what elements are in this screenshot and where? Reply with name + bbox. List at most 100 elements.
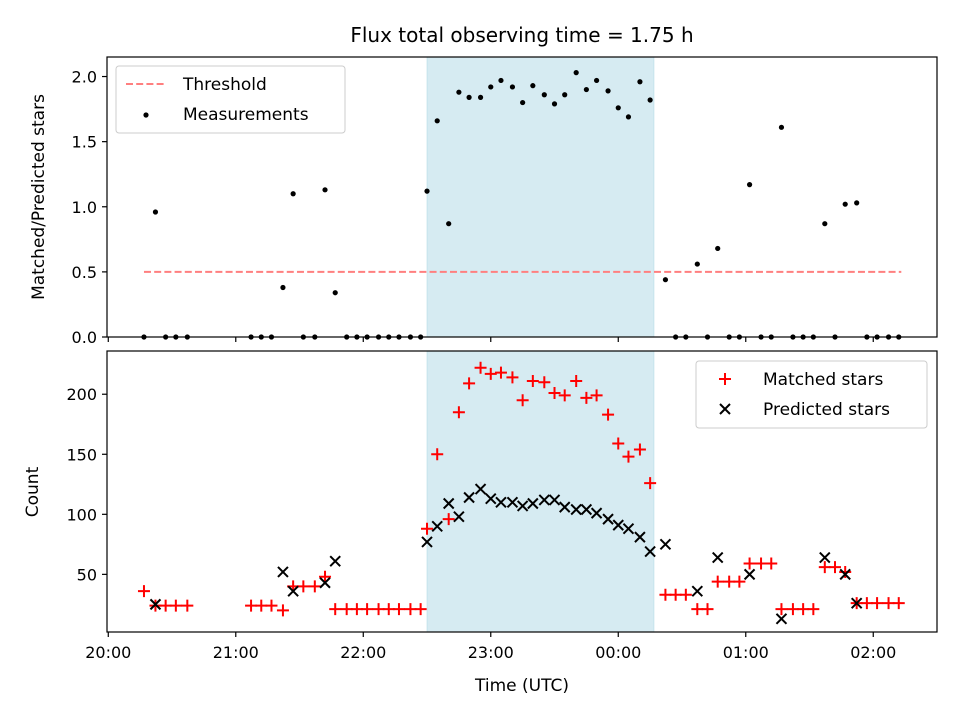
measurement-point [854,200,860,206]
bottom-y-tick-label: 100 [66,505,97,524]
measurement-point [434,118,440,124]
measurement-point [605,88,611,94]
matched-star-point [644,477,657,490]
measurement-point [662,277,669,283]
predicted-star-point [277,566,289,578]
matched-star-point [245,599,258,612]
predicted-star-point [612,519,624,531]
matched-star-point [701,603,714,616]
measurement-point [647,97,653,103]
matched-star-point [404,603,417,616]
measurement-point [573,70,579,76]
predicted-star-point [659,538,672,551]
top-legend-box [115,65,346,134]
predicted-star-point [516,500,529,512]
measurement-point [446,221,452,227]
top-panel: 0.00.51.01.52.0 Matched/Predicted stars … [29,56,938,347]
matched-star-point [612,437,625,450]
predicted-star-point [442,497,455,510]
matched-star-point [329,603,342,616]
measurement-point [509,84,516,90]
top-y-tick-label: 1.5 [72,133,97,152]
measurement-point [152,209,159,215]
matched-star-point [276,604,289,617]
matched-star-point [669,588,682,601]
predicted-star-point [329,555,341,567]
x-tick-label: 23:00 [468,643,514,662]
matched-star-point [786,603,799,616]
matched-star-point [871,597,884,610]
predicted-star-point [691,585,704,597]
measurement-point [562,92,568,98]
top-x-ticks [107,337,874,342]
bottom-frame [106,350,938,633]
matched-star-point [494,366,507,379]
legend-predicted-swatch [719,403,731,415]
top-y-tick-label: 0.0 [72,328,97,347]
legend-matched-label: Matched stars [763,370,883,390]
predicted-star-point [590,507,603,519]
measurement-point [332,290,338,296]
x-tick-label: 00:00 [595,643,641,662]
x-tick-label: 21:00 [213,643,259,662]
top-legend: Threshold Measurements [115,65,346,134]
matched-star-point [414,603,427,616]
matched-star-point [775,603,788,616]
predicted-star-point [485,492,497,505]
matched-star-point [860,597,873,610]
measurement-point [456,89,462,95]
matched-star-point [431,448,444,461]
matched-star-point [558,389,571,402]
predicted-star-point [548,494,561,506]
predicted-star-point [743,568,756,581]
matched-star-point [137,585,150,598]
matched-star-point [570,375,583,388]
matched-star-point [255,599,268,612]
top-shaded-span [426,56,655,338]
legend-predicted-label: Predicted stars [763,400,890,420]
matched-star-point [691,603,704,616]
predicted-star-point [538,494,551,506]
predicted-star-point [775,613,788,625]
predicted-star-point [850,597,863,609]
predicted-star-point [421,536,433,548]
matched-star-point [892,597,905,610]
top-y-tick-label: 0.5 [72,263,97,282]
bottom-y-tick-label: 200 [66,385,97,404]
measurement-point [822,221,828,227]
matched-star-point [526,375,539,388]
predicted-star-point [453,511,465,523]
measurement-point [551,101,558,107]
matched-star-point [818,561,831,574]
matched-star-point [319,570,332,583]
predicted-star-point [527,497,539,510]
matched-star-point [807,603,820,616]
matched-star-point [340,603,353,616]
measurement-point [488,84,494,90]
bottom-shaded-span [426,350,655,633]
matched-star-point [484,367,497,380]
matched-star-point [421,522,434,535]
matched-star-point [590,389,603,402]
matched-star-point [882,597,895,610]
predicted-star-point [559,501,571,513]
measurement-point [530,83,536,89]
matched-star-point [463,377,476,390]
bottom-legend: Matched stars Predicted stars [695,360,928,429]
legend-measurements-label: Measurements [183,105,309,125]
matched-star-point [181,599,194,612]
matched-star-point [516,394,529,407]
bottom-panel: 20:00 21:00 22:00 23:00 00:00 01:00 02:00 50 10… [23,350,938,696]
x-axis-label: Time (UTC) [474,676,569,696]
top-y-axis-label: Matched/Predicted stars [29,94,49,300]
bottom-y-tick-label: 150 [66,445,97,464]
legend-threshold-label: Threshold [182,75,267,95]
bottom-y-axis-label: Count [23,466,43,517]
measurement-point [520,99,526,106]
measurement-point [637,79,643,85]
matched-star-point [506,371,519,384]
measurement-point [778,124,785,130]
predicted-star-point [474,483,487,495]
predicted-star-point [580,503,593,516]
